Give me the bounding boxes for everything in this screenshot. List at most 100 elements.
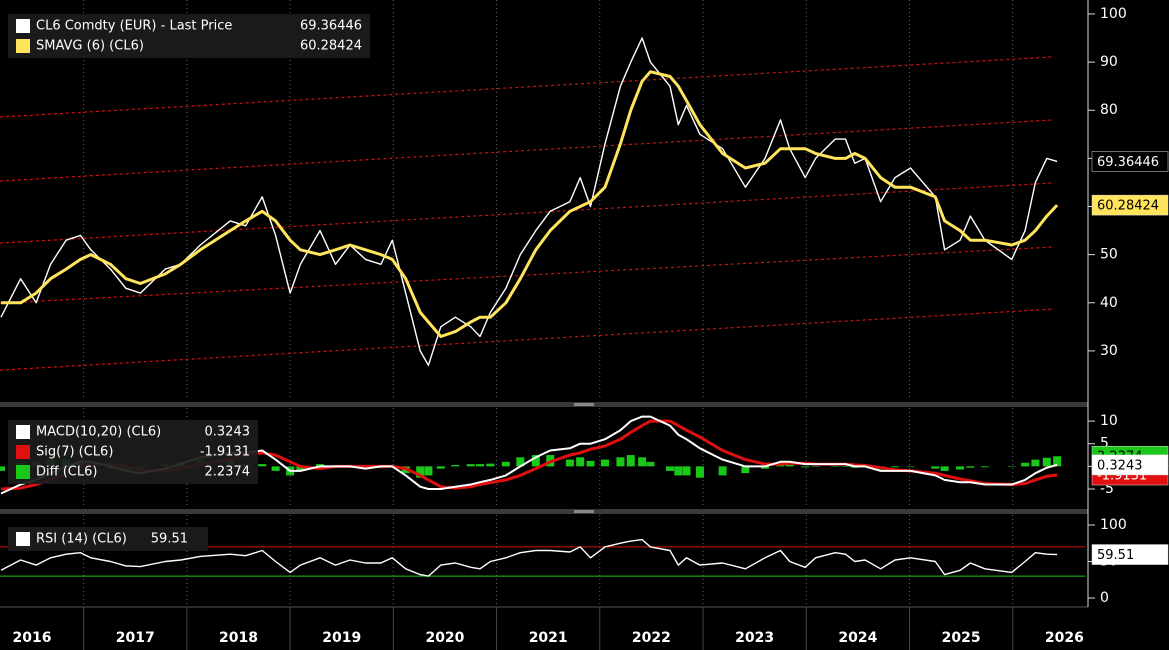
bar — [600, 459, 609, 467]
bar — [316, 464, 325, 467]
value-tag — [1091, 151, 1169, 172]
y-tick-label: 40 — [1100, 295, 1118, 311]
bar — [906, 466, 915, 467]
bar — [966, 466, 975, 468]
bar — [1021, 462, 1030, 467]
y-tick-label: 0 — [1100, 590, 1109, 606]
legend-box — [8, 14, 370, 58]
trend-line — [0, 182, 1055, 244]
x-tick-label: 2020 — [425, 630, 464, 646]
legend-swatch — [16, 19, 30, 33]
bar — [436, 466, 445, 469]
bar — [271, 466, 280, 471]
legend-label: RSI (14) (CL6) — [36, 532, 127, 547]
bar — [296, 466, 305, 471]
legend-value: 69.36446 — [300, 19, 362, 34]
legend-label: Sig(7) (CL6) — [36, 445, 113, 460]
bar — [0, 466, 6, 471]
bar — [891, 466, 900, 468]
bar — [785, 465, 794, 467]
value-tag-label: 0.3243 — [1097, 458, 1143, 473]
bar — [695, 466, 704, 478]
legend-value: 59.51 — [151, 532, 188, 547]
value-tag-label: 59.51 — [1097, 548, 1134, 563]
value-tag — [1091, 454, 1169, 476]
x-tick-label: 2024 — [838, 630, 877, 646]
bar — [841, 466, 850, 467]
bar — [1007, 466, 1016, 467]
x-tick-label: 2018 — [219, 630, 258, 646]
y-tick-label: 100 — [1100, 6, 1127, 22]
bar — [586, 460, 595, 467]
x-tick-label: 2016 — [13, 630, 52, 646]
bar — [801, 466, 810, 468]
bar — [476, 464, 485, 467]
bar — [451, 465, 460, 467]
series-line — [0, 538, 1058, 577]
bar — [258, 464, 267, 467]
value-tag-label: 69.36446 — [1097, 155, 1159, 170]
trend-line — [0, 119, 1055, 182]
x-tick-label: 2022 — [632, 630, 671, 646]
bar — [1053, 456, 1062, 467]
bar — [674, 466, 683, 476]
bar — [741, 466, 750, 474]
x-tick-label: 2026 — [1045, 630, 1084, 646]
panel-divider — [0, 402, 1088, 407]
bar — [565, 459, 574, 467]
legend-swatch — [16, 425, 30, 439]
legend-value: 0.3243 — [205, 425, 251, 440]
legend-label: CL6 Comdty (EUR) - Last Price — [36, 19, 232, 34]
series-line — [0, 37, 1058, 366]
bar — [1031, 459, 1040, 467]
legend-swatch — [16, 445, 30, 459]
bar — [1042, 457, 1051, 467]
trend-line — [0, 56, 1055, 118]
bar — [616, 457, 625, 467]
legend-label: MACD(10,20) (CL6) — [36, 425, 161, 440]
value-tag — [1091, 194, 1169, 216]
y-tick-label: 50 — [1100, 247, 1118, 263]
bar — [416, 466, 425, 478]
x-tick-label: 2019 — [322, 630, 361, 646]
bar — [682, 466, 691, 476]
bar — [811, 466, 820, 467]
plot-area — [0, 37, 1085, 577]
bar — [940, 466, 949, 471]
y-tick-label: 80 — [1100, 102, 1118, 118]
bar — [638, 457, 647, 467]
y-tick-label: 5 — [1100, 436, 1109, 452]
x-tick-label: 2017 — [116, 630, 155, 646]
legend-swatch — [16, 39, 30, 53]
bar — [531, 455, 540, 467]
bar — [466, 464, 475, 467]
y-tick-label: 30 — [1100, 343, 1118, 359]
series-line — [1, 70, 1059, 338]
legend-value: 60.28424 — [300, 39, 362, 54]
bar — [501, 461, 510, 467]
overlay: 2016 2017 2018 2019 2020 2021 2022 2023 2024 2025… — [8, 6, 1169, 646]
bar — [980, 466, 989, 468]
bar — [516, 457, 525, 467]
bar — [424, 466, 433, 476]
legend-value: -1.9131 — [200, 445, 250, 460]
legend-label: SMAVG (6) (CL6) — [36, 39, 144, 54]
legend-label: Diff (CL6) — [36, 465, 97, 480]
trend-line — [0, 308, 1055, 371]
trend-line — [0, 246, 1055, 304]
x-tick-label: 2023 — [735, 630, 774, 646]
panel-handle — [574, 510, 594, 513]
bar — [646, 461, 655, 467]
bar — [626, 455, 635, 467]
bar — [956, 466, 965, 470]
value-tag — [1091, 544, 1169, 565]
y-tick-label: 100 — [1100, 517, 1127, 533]
value-tag-label: 60.28424 — [1097, 199, 1159, 214]
bar — [760, 466, 769, 469]
grid — [83, 0, 1014, 650]
legend-box — [8, 420, 258, 484]
panel-handle — [574, 403, 594, 406]
bar — [831, 466, 840, 467]
